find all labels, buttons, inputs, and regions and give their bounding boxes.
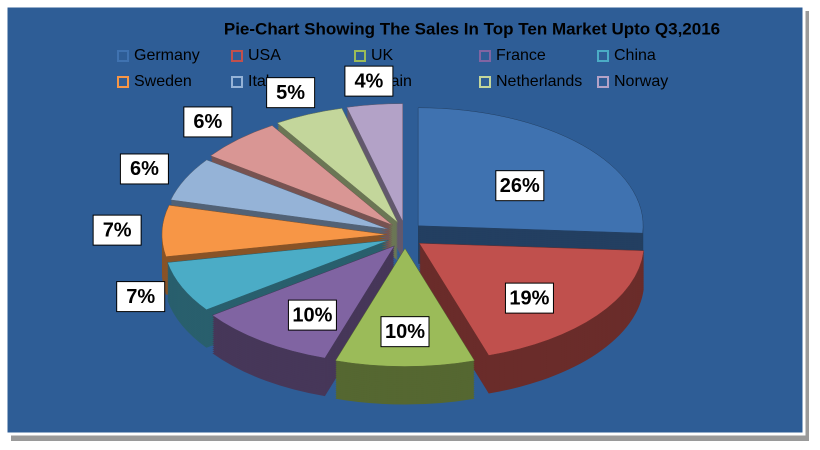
legend-swatch (479, 76, 491, 88)
data-label-text: 5% (276, 82, 305, 104)
data-label-box (266, 77, 316, 109)
data-label-text: 10% (385, 321, 425, 343)
data-label-box (495, 170, 545, 202)
slice (167, 240, 389, 311)
legend-swatch (117, 76, 129, 88)
legend-label: Norway (614, 73, 668, 90)
data-label-text: 6% (130, 158, 159, 180)
legend-label: China (614, 47, 656, 64)
legend-swatch (231, 50, 243, 62)
data-label-text: 7% (103, 219, 132, 241)
data-label-text: 26% (500, 175, 540, 197)
data-label-box (344, 65, 394, 97)
data-label-box (119, 153, 169, 185)
legend-label: Germany (134, 47, 200, 64)
data-label: 7% (116, 281, 166, 313)
data-label: 26% (495, 170, 545, 202)
data-label-text: 6% (193, 111, 222, 133)
slice (335, 248, 475, 367)
slice (170, 159, 389, 230)
data-label: 7% (92, 214, 142, 246)
data-label-box (92, 214, 142, 246)
data-label: 4% (344, 65, 394, 97)
legend-swatch (117, 50, 129, 62)
legend-label: Sweden (134, 73, 192, 90)
chart-title: Pie-Chart Showing The Sales In Top Ten M… (224, 19, 720, 38)
data-label-text: 4% (354, 70, 383, 92)
data-label-text: 7% (126, 286, 155, 308)
slice (276, 108, 399, 223)
data-label: 10% (287, 299, 337, 331)
slice (346, 103, 403, 222)
data-label-box (116, 281, 166, 313)
data-label-box (287, 299, 337, 331)
legend-label: UK (371, 47, 394, 64)
legend-swatch (231, 76, 243, 88)
data-label-text: 10% (292, 304, 332, 326)
data-label: 6% (183, 106, 233, 138)
legend-swatch (597, 50, 609, 62)
legend-swatch (597, 76, 609, 88)
legend-swatch (479, 50, 491, 62)
legend-swatch (354, 50, 366, 62)
data-label: 5% (266, 77, 316, 109)
slice (161, 204, 388, 257)
data-label-box (380, 316, 430, 348)
data-label-box (504, 282, 554, 314)
data-label-text: 19% (509, 287, 549, 309)
legend-label: Netherlands (496, 73, 582, 90)
data-label: 10% (380, 316, 430, 348)
data-label: 19% (504, 282, 554, 314)
data-label-box (183, 106, 233, 138)
data-label: 6% (119, 153, 169, 185)
slice (210, 125, 393, 226)
legend-label: France (496, 47, 546, 64)
legend-label: USA (248, 47, 281, 64)
